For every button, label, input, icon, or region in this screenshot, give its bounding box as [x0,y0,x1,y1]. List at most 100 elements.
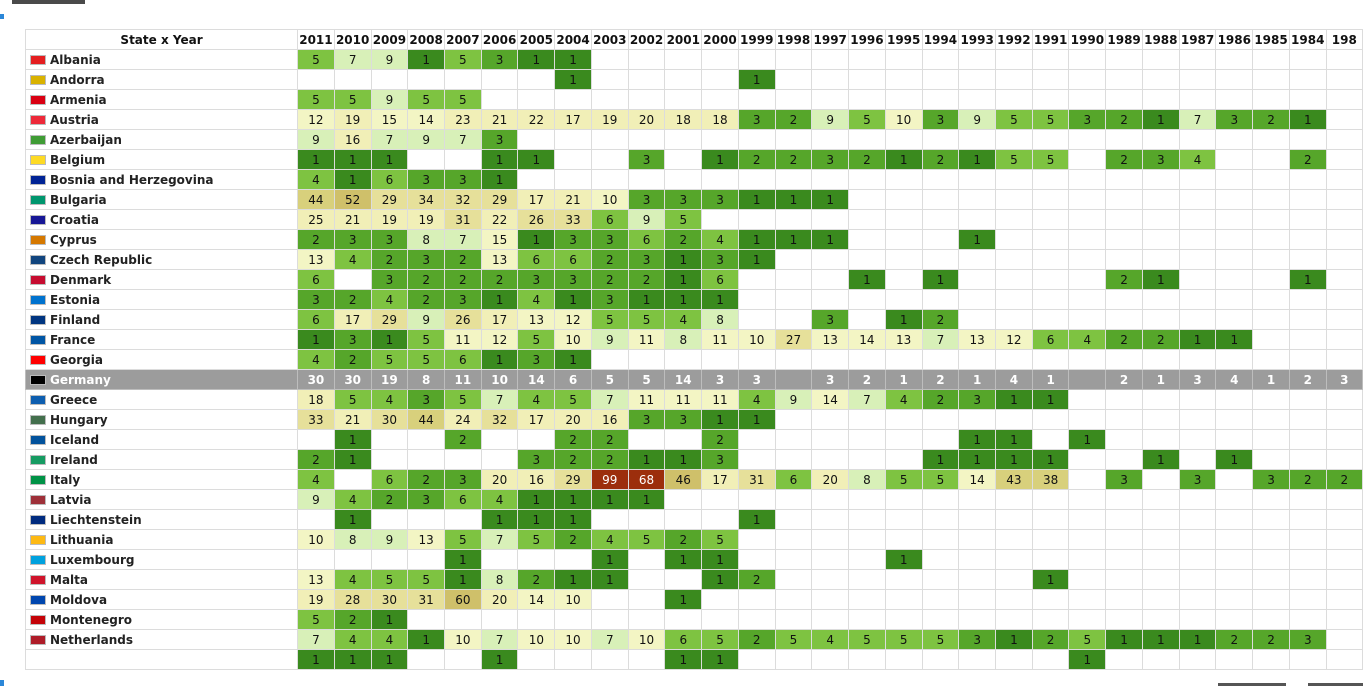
year-header[interactable]: 2004 [554,29,592,50]
count-cell[interactable]: 2 [1288,149,1327,170]
count-cell[interactable] [1325,629,1363,650]
count-cell[interactable] [1178,49,1217,70]
count-cell[interactable] [921,609,960,630]
count-cell[interactable] [995,69,1033,90]
count-cell[interactable]: 7 [590,629,629,650]
count-cell[interactable]: 17 [554,109,592,130]
count-cell[interactable]: 27 [774,329,813,350]
count-cell[interactable]: 3 [958,629,997,650]
count-cell[interactable] [848,489,886,510]
count-cell[interactable] [1178,569,1217,590]
count-cell[interactable] [958,529,997,550]
table-row[interactable]: Czech Republic 13 4 2 3 2 13 6 6 2 3 1 3 1 [25,249,1363,270]
count-cell[interactable] [590,49,629,70]
count-cell[interactable]: 7 [480,389,519,410]
count-cell[interactable]: 1 [444,549,482,570]
count-cell[interactable]: 2 [590,249,629,270]
count-cell[interactable] [884,449,923,470]
count-cell[interactable] [1325,69,1363,90]
count-cell[interactable] [884,209,923,230]
count-cell[interactable] [848,589,886,610]
count-cell[interactable]: 11 [444,329,482,350]
year-header[interactable]: 1994 [921,29,960,50]
count-cell[interactable]: 2 [1288,369,1327,390]
count-cell[interactable]: 2 [1252,629,1290,650]
count-cell[interactable]: 3 [333,329,372,350]
count-cell[interactable]: 7 [1178,109,1217,130]
count-cell[interactable]: 3 [407,169,445,190]
count-cell[interactable] [921,409,960,430]
count-cell[interactable] [848,349,886,370]
count-cell[interactable] [407,449,445,470]
count-cell[interactable]: 8 [333,529,372,550]
count-cell[interactable] [407,429,445,450]
count-cell[interactable] [1068,529,1107,550]
count-cell[interactable] [1105,429,1143,450]
count-cell[interactable]: 25 [297,209,335,230]
count-cell[interactable] [1288,489,1327,510]
count-cell[interactable]: 5 [554,389,592,410]
count-cell[interactable]: 30 [297,369,335,390]
count-cell[interactable]: 5 [1031,149,1070,170]
count-cell[interactable] [995,249,1033,270]
count-cell[interactable] [884,509,923,530]
count-cell[interactable] [811,249,850,270]
count-cell[interactable]: 1 [1215,449,1254,470]
count-cell[interactable]: 1 [1141,629,1180,650]
count-cell[interactable]: 1 [737,409,776,430]
count-cell[interactable]: 4 [333,249,372,270]
count-cell[interactable]: 19 [370,369,409,390]
count-cell[interactable]: 1 [701,289,739,310]
count-cell[interactable]: 7 [480,529,519,550]
count-cell[interactable]: 3 [921,109,960,130]
count-cell[interactable]: 5 [517,529,556,550]
count-cell[interactable] [664,169,703,190]
count-cell[interactable]: 16 [517,469,556,490]
count-cell[interactable] [774,489,813,510]
count-cell[interactable]: 3 [1178,469,1217,490]
count-cell[interactable]: 1 [664,249,703,270]
corner-header[interactable]: State x Year [25,29,299,50]
state-name-cell[interactable]: Croatia [25,209,299,230]
year-header[interactable]: 2003 [590,29,629,50]
count-cell[interactable]: 9 [811,109,850,130]
count-cell[interactable]: 14 [517,589,556,610]
year-header[interactable]: 1984 [1288,29,1327,50]
count-cell[interactable] [1178,409,1217,430]
count-cell[interactable] [701,89,739,110]
count-cell[interactable]: 1 [884,309,923,330]
count-cell[interactable] [995,289,1033,310]
count-cell[interactable] [1252,589,1290,610]
count-cell[interactable]: 1 [1215,329,1254,350]
count-cell[interactable] [774,509,813,530]
count-cell[interactable]: 1 [664,449,703,470]
count-cell[interactable]: 16 [590,409,629,430]
count-cell[interactable] [848,189,886,210]
count-cell[interactable] [1252,549,1290,570]
count-cell[interactable]: 1 [407,49,445,70]
count-cell[interactable] [1068,589,1107,610]
count-cell[interactable] [958,289,997,310]
count-cell[interactable] [995,589,1033,610]
count-cell[interactable] [884,349,923,370]
count-cell[interactable]: 2 [333,289,372,310]
count-cell[interactable]: 31 [737,469,776,490]
count-cell[interactable] [958,189,997,210]
count-cell[interactable]: 34 [407,189,445,210]
count-cell[interactable]: 6 [370,469,409,490]
count-cell[interactable]: 20 [811,469,850,490]
count-cell[interactable] [1252,89,1290,110]
count-cell[interactable] [701,609,739,630]
count-cell[interactable]: 5 [407,349,445,370]
count-cell[interactable] [1178,269,1217,290]
count-cell[interactable] [590,589,629,610]
table-row[interactable]: Malta 13 4 5 5 1 8 2 1 1 1 2 1 [25,569,1363,590]
count-cell[interactable]: 20 [627,109,666,130]
count-cell[interactable] [1288,569,1327,590]
count-cell[interactable] [701,589,739,610]
count-cell[interactable]: 29 [370,189,409,210]
count-cell[interactable] [884,169,923,190]
count-cell[interactable]: 4 [333,569,372,590]
count-cell[interactable]: 17 [480,309,519,330]
